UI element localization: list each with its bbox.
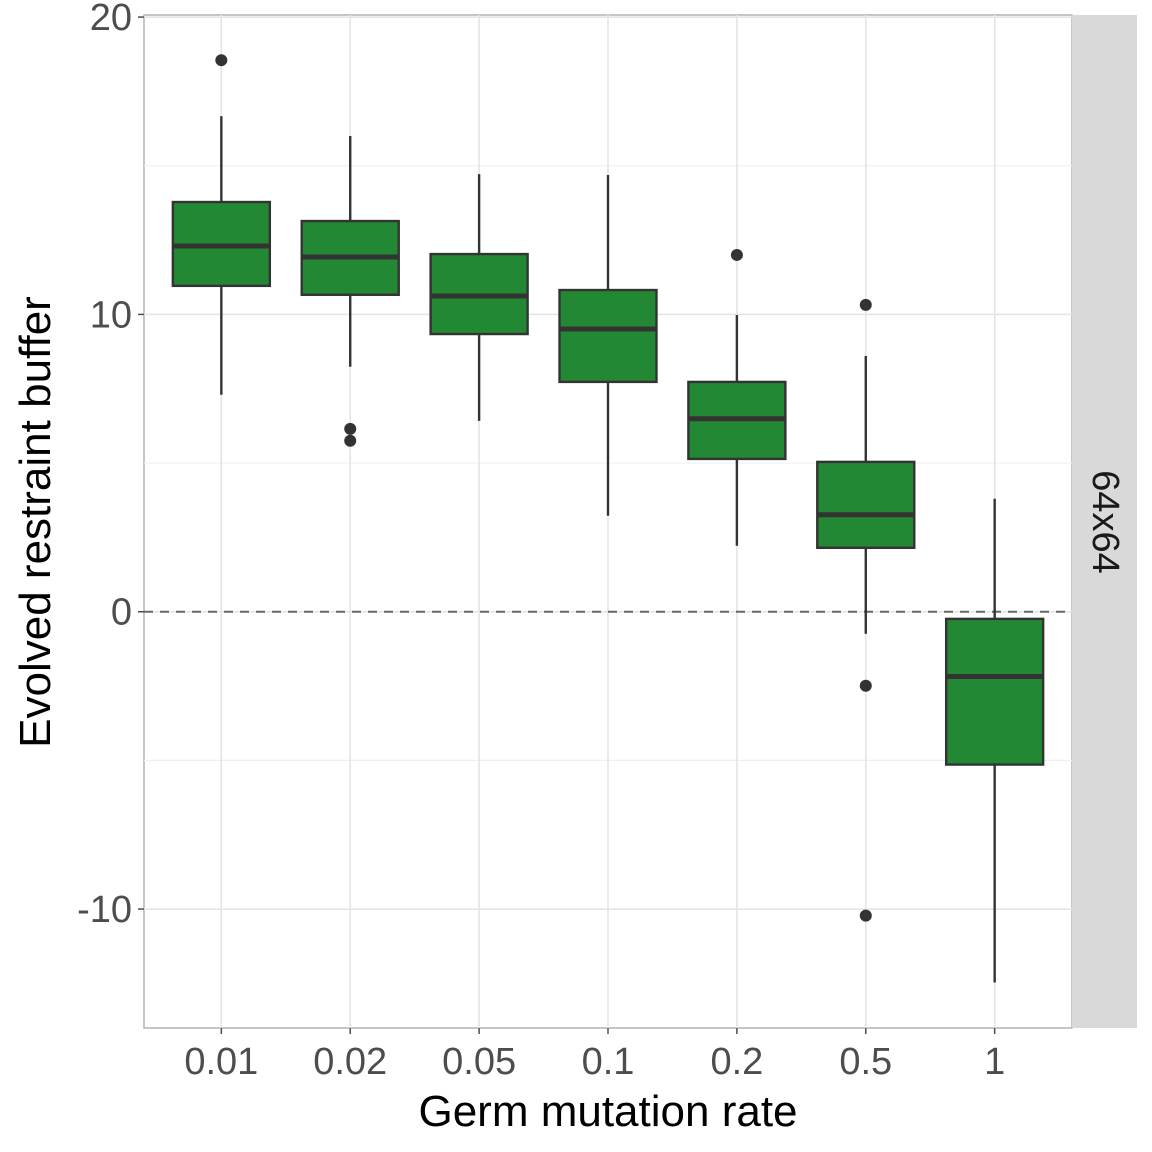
x-tick-label: 0.05 [442,1041,516,1083]
y-tick-label: 10 [90,294,132,336]
box-0.01 [171,54,272,395]
facet-label: 64x64 [1084,470,1126,574]
y-tick-label: 20 [90,0,132,39]
facet-strip [1072,15,1137,1028]
x-axis-label: Germ mutation rate [418,1087,797,1136]
box-iqr [558,288,658,384]
box-iqr [816,460,916,550]
box-0.05 [429,174,529,421]
x-tick-label: 0.2 [710,1041,763,1083]
outlier-point [859,679,872,692]
x-tick-label: 0.5 [839,1041,892,1083]
outlier-point [344,422,357,435]
outlier-point [730,248,743,261]
outlier-point [859,298,872,311]
y-axis-label: Evolved restraint buffer [11,296,60,748]
outlier-point [344,434,357,447]
box-0.2 [687,248,787,546]
x-tick-label: 0.1 [582,1041,635,1083]
outlier-point [215,54,228,67]
box-1 [944,498,1045,983]
box-0.02 [300,136,400,447]
box-iqr [944,617,1045,766]
outlier-point [859,909,872,922]
y-tick-label: -10 [77,889,132,931]
x-tick-label: 0.02 [313,1041,387,1083]
box-0.1 [558,174,658,516]
y-tick-label: 0 [111,592,132,634]
x-tick-label: 1 [984,1041,1005,1083]
x-tick-label: 0.01 [184,1041,258,1083]
box-0.5 [816,298,916,922]
